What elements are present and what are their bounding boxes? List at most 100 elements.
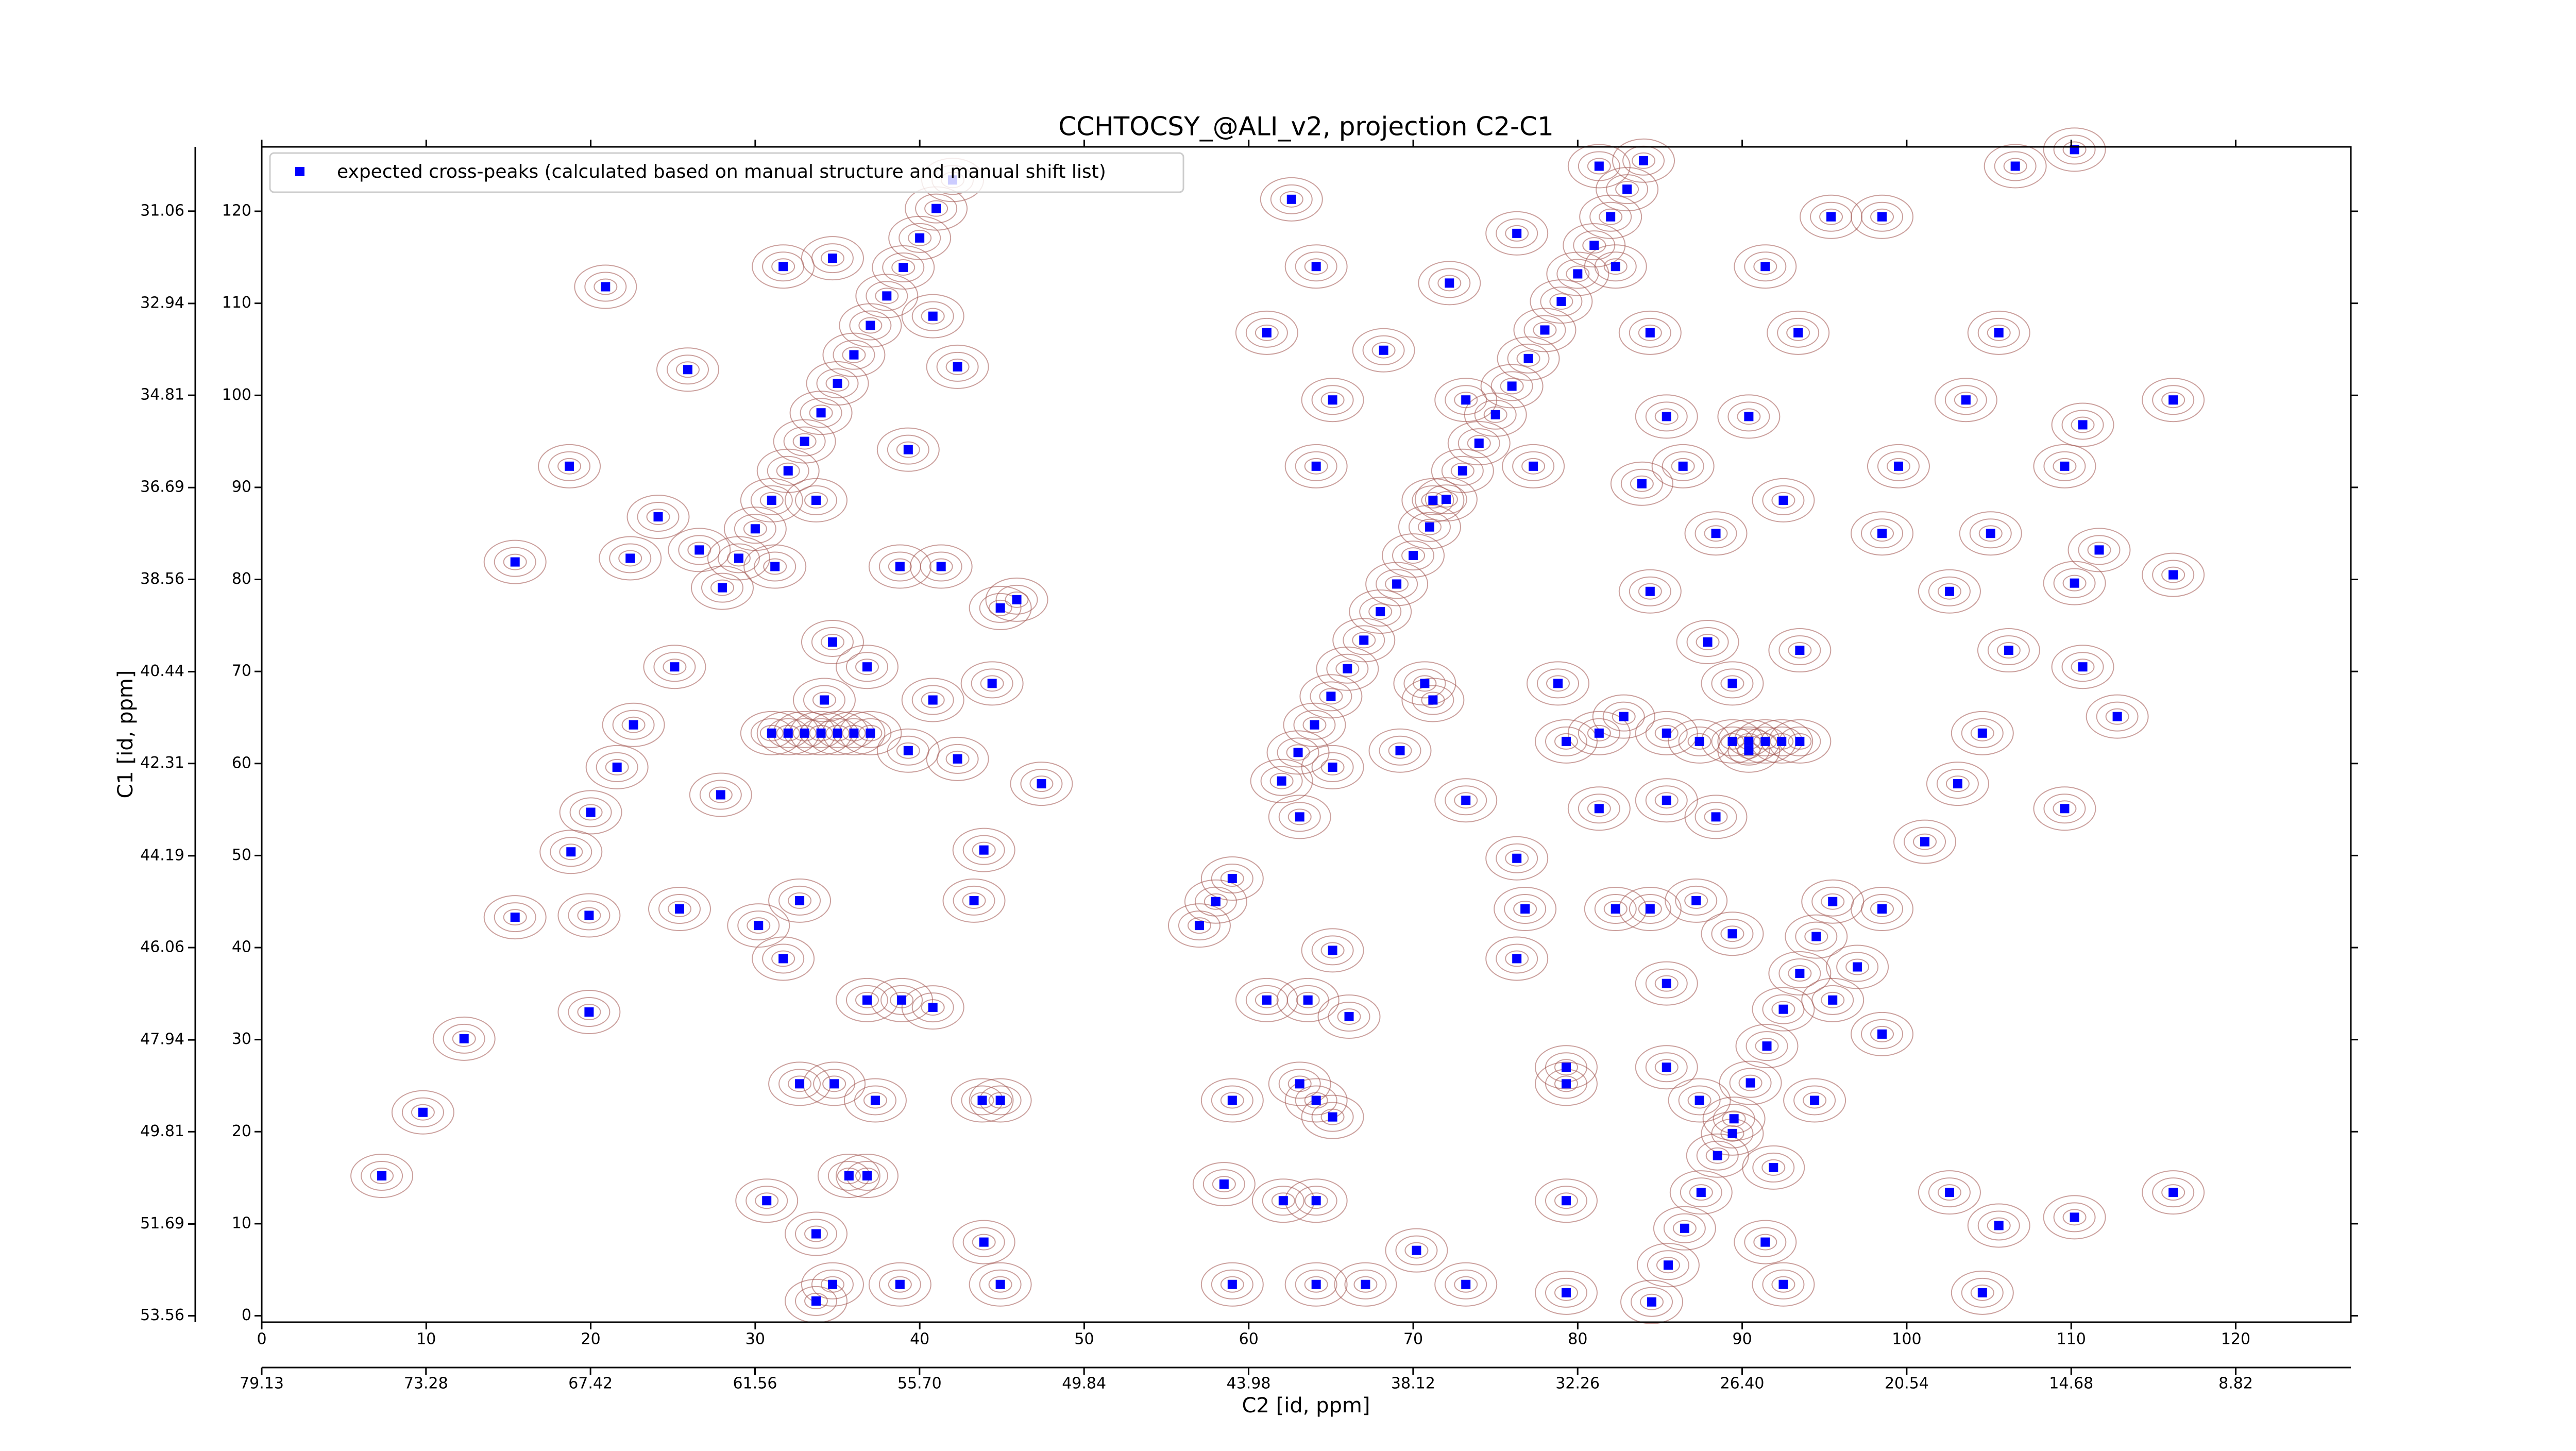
legend: expected cross-peaks (calculated based o… (269, 152, 1184, 193)
contour-ring (822, 332, 886, 377)
x2-tick-label: 49.84 (1062, 1375, 1106, 1393)
contour-ring (1496, 943, 1538, 974)
cross-peak (1645, 586, 1655, 596)
contour-ring (1235, 977, 1298, 1022)
contour-ring (1795, 921, 1838, 952)
y-tick-label: 80 (232, 570, 251, 588)
contour-ring (1554, 733, 1578, 750)
contour-ring (653, 652, 696, 682)
contour-ring (969, 1262, 1032, 1307)
cross-peak (1777, 736, 1787, 746)
contour-ring (911, 301, 954, 331)
cross-peak (1893, 461, 1903, 471)
contour-ring (1645, 968, 1688, 999)
cross-peak (1662, 728, 1671, 738)
cross-peak (1778, 1004, 1788, 1014)
contour-ring (618, 550, 642, 567)
cross-peak (1920, 837, 1930, 847)
contour-ring (1734, 1220, 1797, 1264)
contour-ring (1861, 1019, 1904, 1049)
cross-peak (895, 562, 905, 571)
y-tick-label: 60 (232, 754, 251, 772)
contour-ring (602, 702, 665, 747)
contour-ring (1262, 1186, 1304, 1216)
contour-ring (2071, 416, 2095, 433)
cross-peak (1343, 664, 1352, 673)
contour-ring (1877, 451, 1920, 481)
contour-ring (668, 900, 691, 917)
x2-tick-label: 79.13 (240, 1375, 284, 1393)
cross-peak (1769, 1162, 1778, 1172)
cross-peak (833, 379, 842, 389)
cross-peak (1811, 932, 1821, 941)
contour-ring (1954, 392, 1978, 409)
contour-ring (1371, 342, 1396, 359)
cross-peak (1376, 607, 1385, 617)
contour-ring (1295, 1269, 1337, 1300)
contour-ring (1937, 583, 1961, 600)
contour-ring (1505, 950, 1529, 967)
contour-ring (1861, 518, 1904, 549)
contour-ring (1918, 1170, 1981, 1215)
contour-ring (1686, 627, 1729, 657)
y2-tick-label: 44.19 (140, 846, 184, 864)
cross-peak (928, 311, 938, 321)
contour-ring (1311, 1102, 1354, 1132)
contour-ring (911, 685, 954, 715)
cross-peak (783, 728, 793, 738)
contour-ring (1788, 642, 1812, 659)
y-tick-label: 90 (232, 478, 251, 496)
contour-ring (801, 1262, 864, 1307)
x2-tick-label: 43.98 (1227, 1375, 1271, 1393)
contour-ring (577, 907, 601, 924)
contour-ring (969, 1078, 1032, 1123)
contour-ring (1534, 1178, 1598, 1223)
contour-ring (1404, 1242, 1429, 1259)
contour-ring (1235, 310, 1298, 355)
contour-ring (1959, 511, 2022, 556)
contour-ring (1662, 451, 1704, 481)
contour-ring (2043, 794, 2086, 824)
contour-ring (1618, 569, 1682, 614)
contour-ring (1762, 485, 1805, 515)
contour-ring (1596, 167, 1659, 212)
cross-peak (995, 1095, 1005, 1105)
cross-peak (1379, 345, 1388, 355)
cross-peak (1211, 897, 1221, 906)
contour-ring (1401, 547, 1426, 564)
contour-ring (1977, 317, 2020, 348)
contour-ring (411, 1104, 435, 1121)
cross-peak (1977, 728, 1987, 738)
contour-ring (1311, 385, 1354, 415)
x-tick-label: 40 (910, 1330, 929, 1348)
cross-peak (870, 1095, 880, 1105)
contour-ring (942, 878, 1006, 923)
contour-ring (1719, 1060, 1782, 1105)
contour-ring (1534, 1061, 1598, 1106)
contour-ring (1388, 742, 1412, 759)
contour-ring (1752, 478, 1815, 522)
cross-peak (1713, 1151, 1722, 1160)
contour-ring (1970, 1284, 1994, 1301)
y2-tick-label: 47.94 (140, 1031, 184, 1049)
contour-ring (1734, 244, 1797, 289)
cross-peak (2060, 461, 2070, 471)
cross-peak (1420, 679, 1430, 688)
cross-peak (1745, 1078, 1755, 1088)
cross-peak (418, 1107, 428, 1117)
contour-ring (2003, 158, 2027, 175)
contour-ring (1352, 328, 1415, 373)
contour-ring (1687, 1092, 1711, 1109)
cross-peak (510, 557, 520, 567)
cross-peak (1691, 896, 1701, 905)
contour-ring (1554, 1075, 1578, 1092)
contour-ring (811, 243, 854, 274)
contour-ring (866, 281, 908, 311)
contour-ring (1546, 675, 1570, 692)
contour-ring (1861, 201, 1904, 232)
contour-ring (2061, 410, 2104, 440)
cross-peak (979, 1237, 989, 1247)
cross-peak (795, 896, 805, 905)
contour-ring (1398, 504, 1461, 549)
